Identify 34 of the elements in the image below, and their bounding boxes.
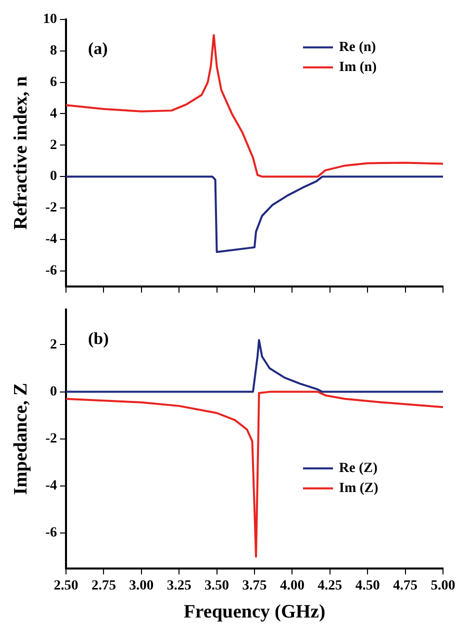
annotation: (a) <box>88 38 108 58</box>
y-tick-label: -2 <box>45 200 57 216</box>
y-tick-label: -2 <box>45 432 57 447</box>
y-tick-label: 2 <box>50 337 57 352</box>
x-tick-label: 5.00 <box>430 578 456 594</box>
legend-label: Re (n) <box>339 40 376 56</box>
y-tick-label: -6 <box>45 526 57 541</box>
x-axis-title: Frequency (GHz) <box>184 602 326 623</box>
y-tick-label: 4 <box>50 106 57 122</box>
y-axis-title: Refractive index, n <box>10 76 32 230</box>
legend-label: Im (n) <box>339 60 378 76</box>
x-tick-label: 4.25 <box>318 578 342 594</box>
x-tick-label: 2.50 <box>54 578 78 594</box>
x-tick-label: 4.50 <box>355 578 380 594</box>
y-tick-label: -6 <box>45 263 57 278</box>
legend-label: Re (Z) <box>339 461 378 476</box>
x-tick-label: 4.00 <box>280 578 304 594</box>
y-tick-label: 0 <box>50 169 57 184</box>
x-tick-label: 3.25 <box>166 578 192 594</box>
y-tick-label: 2 <box>50 138 57 153</box>
x-tick-label: 4.75 <box>393 578 418 594</box>
y-axis-title: Impedance, Z <box>10 382 32 495</box>
y-tick-label: -4 <box>45 232 57 248</box>
y-tick-label: -4 <box>45 478 57 494</box>
x-tick-label: 3.50 <box>204 578 230 594</box>
annotation: (b) <box>88 328 109 348</box>
x-tick-label: 3.75 <box>242 578 267 594</box>
x-tick-label: 2.75 <box>91 578 116 594</box>
y-tick-label: 0 <box>50 384 57 400</box>
legend-label: Im (Z) <box>339 481 379 496</box>
y-tick-label: 10 <box>43 12 57 28</box>
y-tick-label: 8 <box>50 43 57 58</box>
x-tick-label: 3.00 <box>129 578 154 594</box>
y-tick-label: 6 <box>50 74 57 90</box>
